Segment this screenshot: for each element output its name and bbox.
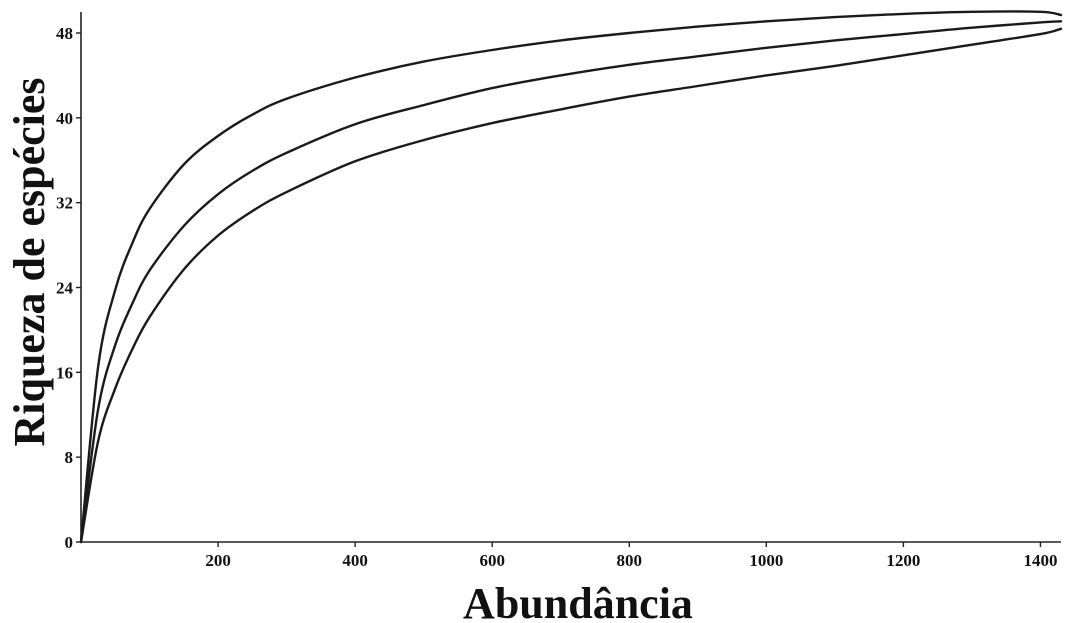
x-axis-title: Abundância <box>463 579 693 623</box>
y-tick-label: 48 <box>56 24 73 43</box>
x-tick-label: 600 <box>479 551 505 570</box>
y-tick-label: 24 <box>56 279 74 298</box>
y-axis: 0 8 16 24 32 40 48 <box>56 12 82 552</box>
y-tick-label: 16 <box>56 363 73 382</box>
x-tick-group: 200 400 600 800 1000 1200 1400 <box>205 542 1057 570</box>
series-group <box>79 10 1063 544</box>
y-tick-label: 8 <box>65 448 74 467</box>
x-tick-label: 1000 <box>749 551 783 570</box>
y-tick-label: 40 <box>56 109 73 128</box>
rarefaction-curve <box>79 20 1063 544</box>
x-axis: 200 400 600 800 1000 1200 1400 <box>81 541 1061 570</box>
lower-confidence-curve <box>79 27 1063 544</box>
x-tick-label: 400 <box>342 551 368 570</box>
upper-confidence-curve <box>79 10 1063 544</box>
y-tick-group: 0 8 16 24 32 40 48 <box>56 24 81 552</box>
y-tick-label: 0 <box>65 533 74 552</box>
y-tick-label: 32 <box>56 194 73 213</box>
x-tick-label: 1400 <box>1023 551 1057 570</box>
x-tick-label: 200 <box>205 551 231 570</box>
y-axis-title: Riqueza de espécies <box>5 77 54 446</box>
x-tick-label: 1200 <box>886 551 920 570</box>
x-tick-label: 800 <box>617 551 643 570</box>
